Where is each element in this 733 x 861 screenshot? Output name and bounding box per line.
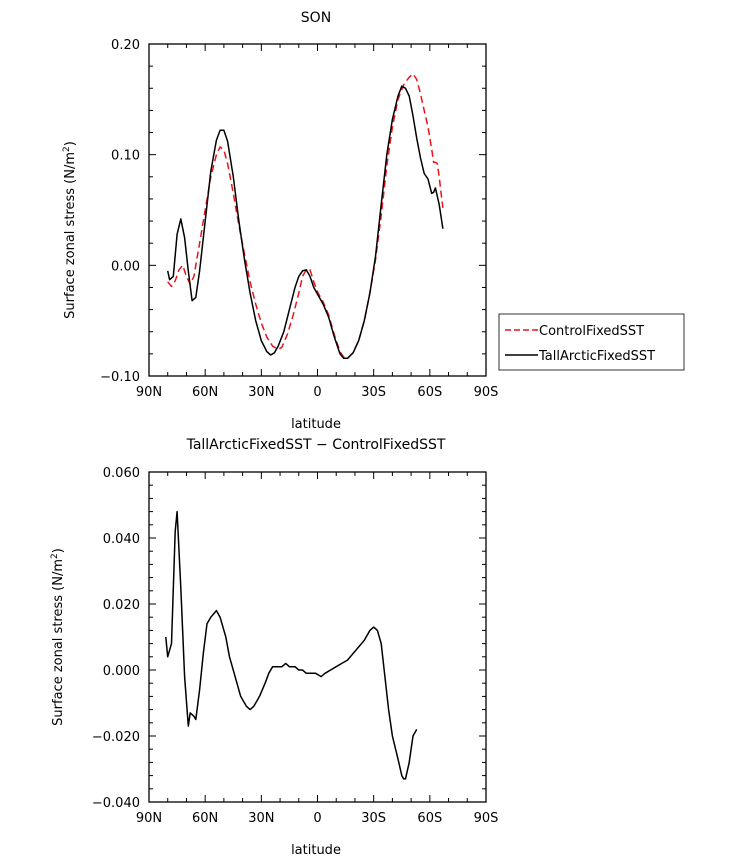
bottom-x-tick-label: 60S <box>417 811 442 826</box>
top-y-tick-label: 0.20 <box>111 38 140 53</box>
top-y-axis: −0.10 0.00 0.10 0.20 <box>100 38 486 385</box>
top-x-tick-label: 60S <box>417 385 442 400</box>
top-y-tick-label: −0.10 <box>100 370 140 385</box>
bottom-x-axis-label: latitude <box>291 843 341 858</box>
bottom-x-tick-label: 30S <box>361 811 386 826</box>
bottom-x-tick-label: 60N <box>192 811 218 826</box>
top-chart: SON 90N 60N 30N 0 30S 60S 90S −0.10 0.00 0.10 0.2… <box>62 10 685 432</box>
top-x-tick-label: 30S <box>361 385 386 400</box>
top-x-tick-label: 90N <box>136 385 162 400</box>
bottom-x-tick-label: 0 <box>313 811 321 826</box>
bottom-y-tick-label: −0.040 <box>92 796 140 811</box>
legend-box <box>498 313 685 371</box>
bottom-plot-frame <box>148 471 487 803</box>
top-series-line-tallarcticfixedsst <box>166 85 444 360</box>
bottom-y-axis: −0.040 −0.020 0.000 0.020 0.040 0.060 <box>92 466 486 811</box>
top-series-line-controlfixedsst <box>167 73 444 360</box>
top-x-axis-label: latitude <box>291 417 341 432</box>
top-x-axis: 90N 60N 30N 0 30S 60S 90S <box>136 44 499 400</box>
bottom-chart: TallArcticFixedSST − ControlFixedSST 90N… <box>50 437 498 858</box>
bottom-series-line-difference-0 <box>165 510 418 780</box>
bottom-y-tick-label: 0.000 <box>103 664 140 679</box>
bottom-y-tick-label: 0.040 <box>103 532 140 547</box>
bottom-series-layer <box>165 510 418 780</box>
bottom-x-tick-label: 90N <box>136 811 162 826</box>
top-x-tick-label: 30N <box>248 385 274 400</box>
legend-label-control: ControlFixedSST <box>539 324 644 339</box>
bottom-y-tick-label: 0.020 <box>103 598 140 613</box>
bottom-x-tick-label: 90S <box>474 811 499 826</box>
top-y-tick-label: 0.00 <box>111 259 140 274</box>
bottom-x-axis: 90N 60N 30N 0 30S 60S 90S <box>136 472 499 826</box>
legend-label-tallarctic: TallArcticFixedSST <box>538 349 655 364</box>
top-plot-frame <box>148 43 487 377</box>
top-x-tick-label: 60N <box>192 385 218 400</box>
top-y-axis-label: Surface zonal stress (N/m2) <box>62 141 78 319</box>
top-x-tick-label: 90S <box>474 385 499 400</box>
top-chart-title: SON <box>301 10 331 26</box>
bottom-y-axis-label: Surface zonal stress (N/m2) <box>50 548 66 726</box>
bottom-chart-title: TallArcticFixedSST − ControlFixedSST <box>186 437 446 453</box>
bottom-y-tick-label: −0.020 <box>92 730 140 745</box>
top-y-tick-label: 0.10 <box>111 149 140 164</box>
top-x-tick-label: 0 <box>313 385 321 400</box>
bottom-x-tick-label: 30N <box>248 811 274 826</box>
top-legend: ControlFixedSST TallArcticFixedSST <box>498 313 685 371</box>
bottom-y-tick-label: 0.060 <box>103 466 140 481</box>
top-series-layer <box>166 73 444 360</box>
